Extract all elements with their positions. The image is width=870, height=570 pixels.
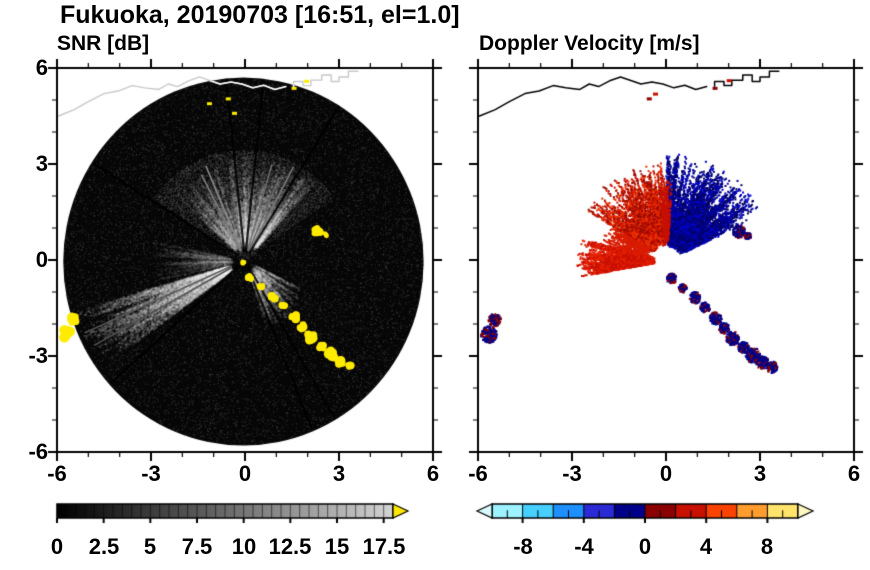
doppler-colorbar-label: 8 [760, 534, 774, 559]
snr-colorbar-label: 15 [324, 534, 350, 559]
x-tick-label: 6 [847, 461, 861, 486]
snr-colorbar-label: 0 [50, 534, 64, 559]
y-tick-label: 3 [35, 151, 48, 176]
snr-panel-title: SNR [dB] [57, 32, 150, 55]
figure-title: Fukuoka, 20190703 [16:51, el=1.0] [60, 1, 460, 29]
snr-colorbar-label: 10 [231, 534, 257, 559]
x-tick-label: 3 [332, 461, 346, 486]
snr-colorbar-label: 2.5 [88, 534, 120, 559]
doppler-colorbar-label: 4 [699, 534, 713, 559]
y-tick-label: 6 [35, 55, 48, 80]
doppler-colorbar-label: -8 [513, 534, 533, 559]
x-tick-label: 0 [659, 461, 673, 486]
snr-colorbar-label: 12.5 [268, 534, 312, 559]
x-tick-label: -3 [141, 461, 161, 486]
x-tick-label: -6 [47, 461, 67, 486]
x-tick-label: 0 [238, 461, 252, 486]
snr-colorbar-label: 17.5 [362, 534, 406, 559]
x-tick-label: -6 [468, 461, 488, 486]
snr-colorbar-label: 5 [143, 534, 157, 559]
doppler-panel-title: Doppler Velocity [m/s] [479, 32, 700, 55]
y-tick-label: -6 [28, 439, 48, 464]
y-tick-label: 0 [35, 247, 48, 272]
x-tick-label: -3 [562, 461, 582, 486]
x-tick-label: 6 [426, 461, 440, 486]
doppler-colorbar-label: -4 [574, 534, 594, 559]
doppler-colorbar-label: 0 [638, 534, 652, 559]
snr-colorbar-label: 7.5 [181, 534, 213, 559]
x-tick-label: 3 [753, 461, 767, 486]
y-tick-label: -3 [28, 343, 48, 368]
